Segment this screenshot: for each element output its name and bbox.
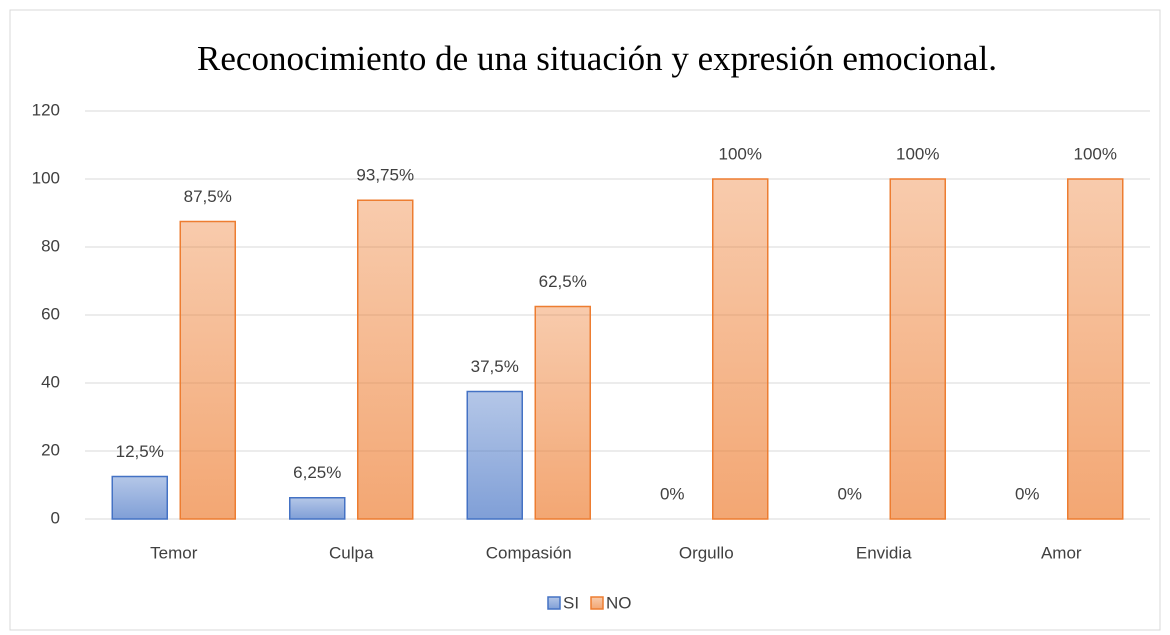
- x-tick-label: Compasión: [486, 543, 572, 562]
- bar: [889, 178, 946, 520]
- x-tick-label: Culpa: [329, 543, 374, 562]
- legend-swatch: [590, 596, 604, 610]
- value-label: 100%: [896, 144, 939, 163]
- bar: [1067, 178, 1124, 520]
- x-tick-label: Temor: [150, 543, 198, 562]
- x-tick-label: Envidia: [856, 543, 912, 562]
- y-tick-label: 120: [32, 100, 60, 119]
- bar: [357, 199, 414, 520]
- y-tick-label: 60: [41, 304, 60, 323]
- value-label: 0%: [1015, 484, 1040, 503]
- x-tick-label: Orgullo: [679, 543, 734, 562]
- legend-swatch: [547, 596, 561, 610]
- value-label: 100%: [1074, 144, 1117, 163]
- value-label: 0%: [660, 484, 685, 503]
- value-label: 37,5%: [471, 357, 519, 376]
- y-tick-label: 0: [51, 508, 60, 527]
- bar: [712, 178, 769, 520]
- y-tick-label: 40: [41, 372, 60, 391]
- value-label: 0%: [837, 484, 862, 503]
- value-label: 93,75%: [356, 166, 414, 185]
- bar: [466, 390, 523, 520]
- value-label: 12,5%: [116, 442, 164, 461]
- legend-label: NO: [606, 593, 632, 612]
- bar: [111, 475, 168, 520]
- bar: [534, 305, 591, 520]
- value-label: 100%: [719, 144, 762, 163]
- y-tick-label: 20: [41, 440, 60, 459]
- value-label: 6,25%: [293, 463, 341, 482]
- value-label: 87,5%: [184, 187, 232, 206]
- y-tick-label: 100: [32, 168, 60, 187]
- bar: [289, 497, 346, 520]
- bar: [179, 220, 236, 520]
- legend-label: SI: [563, 593, 579, 612]
- y-tick-label: 80: [41, 236, 60, 255]
- x-tick-label: Amor: [1041, 543, 1082, 562]
- value-label: 62,5%: [539, 272, 587, 291]
- chart-title: Reconocimiento de una situación y expres…: [197, 39, 997, 78]
